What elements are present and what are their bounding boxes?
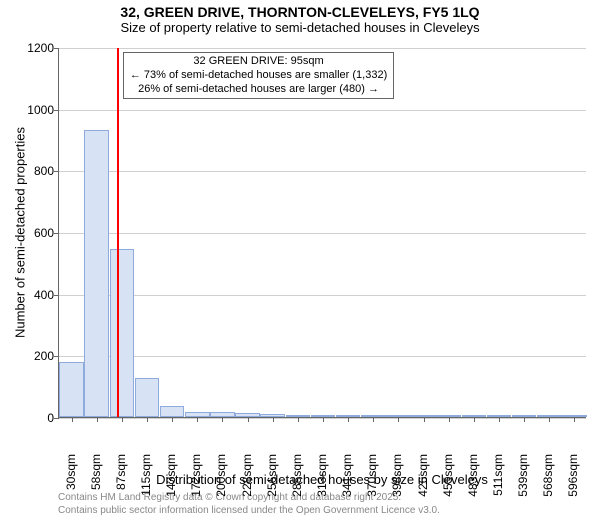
gridline bbox=[59, 356, 586, 357]
xtick-label: 483sqm bbox=[466, 454, 480, 504]
xtick-label: 313sqm bbox=[315, 454, 329, 504]
gridline bbox=[59, 110, 586, 111]
ytick-label: 200 bbox=[14, 349, 54, 363]
gridline bbox=[59, 48, 586, 49]
attribution-line2: Contains public sector information licen… bbox=[58, 505, 440, 517]
histogram-bar bbox=[135, 378, 160, 417]
xtick-mark bbox=[323, 417, 324, 422]
ytick-label: 0 bbox=[14, 411, 54, 425]
ytick-mark bbox=[54, 356, 59, 357]
property-indicator-line bbox=[117, 48, 119, 417]
plot-area: 32 GREEN DRIVE: 95sqm← 73% of semi-detac… bbox=[58, 48, 586, 418]
xtick-mark bbox=[574, 417, 575, 422]
annotation-line: 26% of semi-detached houses are larger (… bbox=[130, 83, 387, 97]
xtick-mark bbox=[474, 417, 475, 422]
xtick-label: 143sqm bbox=[164, 454, 178, 504]
ytick-mark bbox=[54, 171, 59, 172]
ytick-label: 1000 bbox=[14, 103, 54, 117]
gridline bbox=[59, 171, 586, 172]
xtick-mark bbox=[72, 417, 73, 422]
xtick-mark bbox=[424, 417, 425, 422]
xtick-label: 341sqm bbox=[340, 454, 354, 504]
xtick-mark bbox=[524, 417, 525, 422]
ytick-label: 400 bbox=[14, 288, 54, 302]
chart-title-line2: Size of property relative to semi-detach… bbox=[0, 20, 600, 37]
ytick-label: 600 bbox=[14, 226, 54, 240]
xtick-mark bbox=[398, 417, 399, 422]
xtick-label: 568sqm bbox=[541, 454, 555, 504]
xtick-mark bbox=[122, 417, 123, 422]
xtick-mark bbox=[449, 417, 450, 422]
xtick-mark bbox=[97, 417, 98, 422]
xtick-label: 172sqm bbox=[189, 454, 203, 504]
xtick-label: 115sqm bbox=[139, 454, 153, 504]
ytick-mark bbox=[54, 418, 59, 419]
histogram-bar bbox=[110, 249, 135, 417]
xtick-mark bbox=[273, 417, 274, 422]
xtick-mark bbox=[222, 417, 223, 422]
chart-title-line1: 32, GREEN DRIVE, THORNTON-CLEVELEYS, FY5… bbox=[0, 0, 600, 20]
ytick-label: 800 bbox=[14, 164, 54, 178]
gridline bbox=[59, 233, 586, 234]
xtick-mark bbox=[499, 417, 500, 422]
xtick-label: 87sqm bbox=[114, 454, 128, 504]
ytick-mark bbox=[54, 110, 59, 111]
xtick-mark bbox=[248, 417, 249, 422]
histogram-bar bbox=[84, 130, 109, 417]
xtick-label: 426sqm bbox=[416, 454, 430, 504]
ytick-mark bbox=[54, 295, 59, 296]
xtick-label: 285sqm bbox=[290, 454, 304, 504]
gridline bbox=[59, 295, 586, 296]
xtick-label: 398sqm bbox=[390, 454, 404, 504]
ytick-mark bbox=[54, 48, 59, 49]
xtick-label: 256sqm bbox=[265, 454, 279, 504]
xtick-mark bbox=[197, 417, 198, 422]
annotation-line: ← 73% of semi-detached houses are smalle… bbox=[130, 69, 387, 83]
xtick-mark bbox=[549, 417, 550, 422]
annotation-box: 32 GREEN DRIVE: 95sqm← 73% of semi-detac… bbox=[123, 52, 394, 99]
annotation-line: 32 GREEN DRIVE: 95sqm bbox=[130, 55, 387, 69]
xtick-label: 455sqm bbox=[441, 454, 455, 504]
ytick-label: 1200 bbox=[14, 41, 54, 55]
histogram-bar bbox=[59, 362, 84, 418]
xtick-label: 370sqm bbox=[365, 454, 379, 504]
ytick-mark bbox=[54, 233, 59, 234]
histogram-bar bbox=[160, 406, 185, 417]
xtick-label: 511sqm bbox=[491, 454, 505, 504]
xtick-label: 539sqm bbox=[516, 454, 530, 504]
xtick-label: 58sqm bbox=[89, 454, 103, 504]
chart-container: 32, GREEN DRIVE, THORNTON-CLEVELEYS, FY5… bbox=[0, 0, 600, 500]
xtick-mark bbox=[147, 417, 148, 422]
xtick-mark bbox=[348, 417, 349, 422]
xtick-mark bbox=[298, 417, 299, 422]
xtick-label: 596sqm bbox=[566, 454, 580, 504]
xtick-label: 30sqm bbox=[64, 454, 78, 504]
xtick-label: 228sqm bbox=[240, 454, 254, 504]
xtick-label: 200sqm bbox=[214, 454, 228, 504]
xtick-mark bbox=[373, 417, 374, 422]
xtick-mark bbox=[172, 417, 173, 422]
